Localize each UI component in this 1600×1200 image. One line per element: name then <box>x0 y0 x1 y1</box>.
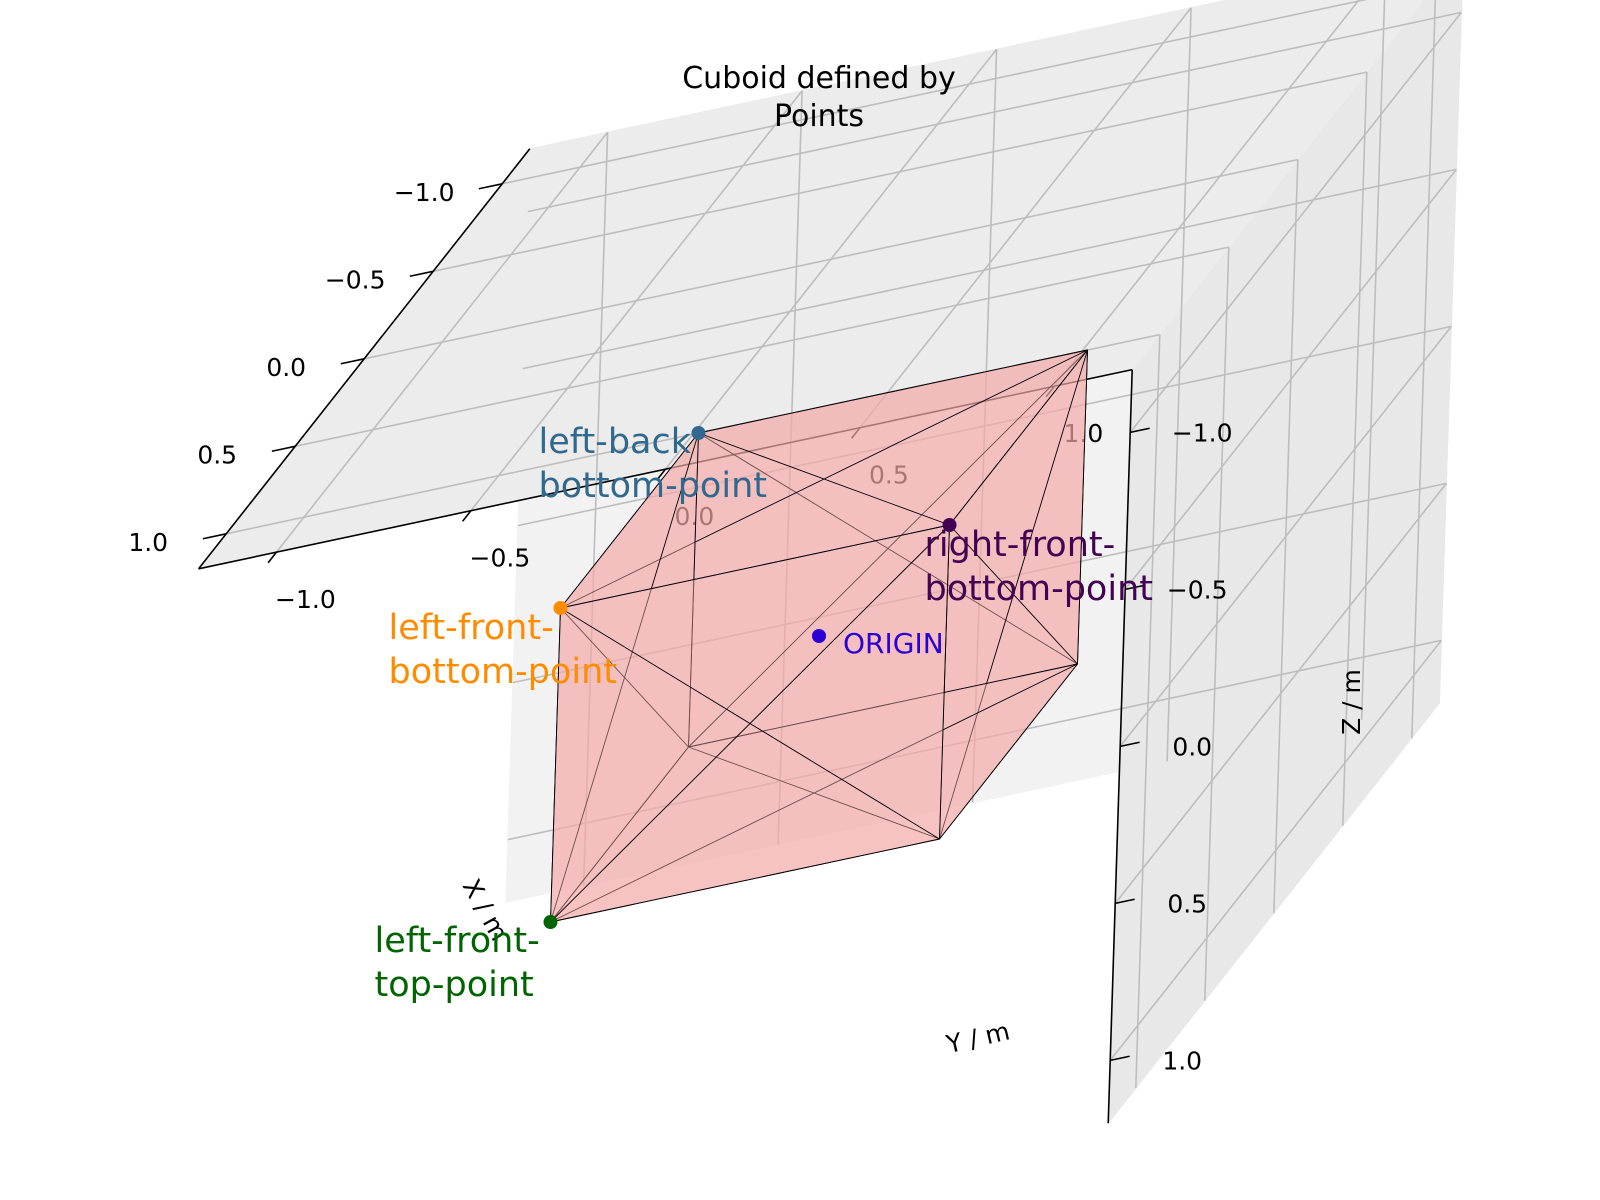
left-front-top-point-marker <box>543 915 558 929</box>
z-tick <box>1120 741 1140 748</box>
z-tick-label: 1.0 <box>1162 1046 1202 1075</box>
x-tick <box>409 270 434 278</box>
cuboid-diagonal <box>949 524 1078 665</box>
grid-line <box>1204 247 1230 1001</box>
y-axis-label: Y / m <box>943 1016 1013 1059</box>
z-tick-label: 0.5 <box>1167 889 1207 918</box>
x-tick-label: 0.0 <box>266 353 306 382</box>
cuboid-diagonal <box>688 349 1088 748</box>
grid-line <box>1109 639 1443 1061</box>
left-front-bottom-point-label-line: left-front- <box>389 608 554 648</box>
y-tick-label: −0.5 <box>470 544 531 573</box>
y-tick <box>461 510 472 522</box>
grid-line <box>664 48 998 470</box>
z-tick <box>1110 1055 1130 1062</box>
left-back-bottom-point-label-line: left-back <box>539 422 692 462</box>
grid-lines <box>226 0 1463 1089</box>
left-front-top-point-label-line: left-front- <box>375 921 540 961</box>
x-tick-label: 1.0 <box>128 528 168 557</box>
grid-line <box>295 246 1229 448</box>
cuboid-diagonal <box>560 607 689 748</box>
grid-line <box>1360 0 1386 720</box>
cuboid-diagonal <box>550 524 950 923</box>
grid-line <box>512 482 1447 684</box>
x-tick <box>340 358 365 365</box>
z-tick-label: 0.0 <box>1172 732 1212 761</box>
grid-line <box>1119 325 1453 747</box>
ORIGIN-label: ORIGIN <box>843 627 944 660</box>
left-front-bottom-point-marker <box>553 601 568 615</box>
x-tick <box>478 183 503 190</box>
y-tick <box>267 551 278 564</box>
left-back-bottom-point-label: left-back bottom-point <box>539 422 767 506</box>
z-tick-label: −1.0 <box>1172 418 1233 447</box>
y-tick-label: 1.0 <box>1064 419 1104 448</box>
z-tick <box>1130 427 1150 434</box>
grid-line <box>507 639 1442 841</box>
x-tick-label: −0.5 <box>325 265 386 294</box>
ORIGIN-marker <box>812 629 826 643</box>
z-tick-label: −0.5 <box>1167 575 1228 604</box>
z-tick <box>1115 898 1135 905</box>
y-tick <box>850 427 861 439</box>
grid-line <box>517 325 1452 527</box>
x-tick-label: −1.0 <box>394 178 455 207</box>
z-tick <box>1125 584 1145 591</box>
grid-line <box>1166 7 1192 762</box>
y-tick <box>1045 385 1056 398</box>
x-tick <box>202 533 227 540</box>
ORIGIN-label-line: ORIGIN <box>843 627 944 660</box>
y-tick-label: −1.0 <box>275 585 336 614</box>
y-tick-label: 0.0 <box>675 502 715 531</box>
chart-title-line-1: Cuboid defined by <box>682 61 956 96</box>
y-tick <box>656 468 667 481</box>
left-front-bottom-point-label: left-front-bottom-point <box>389 608 617 692</box>
y-tick-label: 0.5 <box>869 461 909 490</box>
left-front-top-point-label: left-front-top-point <box>375 921 540 1005</box>
z-axis-label: Z / m <box>1337 669 1366 735</box>
left-front-top-point-label-line: top-point <box>375 965 534 1005</box>
cuboid-diagonal <box>560 349 1088 609</box>
cuboid <box>550 349 1088 923</box>
left-front-bottom-point-label-line: bottom-point <box>389 652 617 692</box>
text-labels: Cuboid defined by Points X / m Y / m Z /… <box>375 61 1367 1059</box>
right-front-bottom-point-label-line: bottom-point <box>925 569 1153 609</box>
point-markers <box>543 426 957 929</box>
left-back-bottom-point-label-line: bottom-point <box>539 466 767 506</box>
chart-title-line-2: Points <box>774 99 864 134</box>
right-front-bottom-point-marker <box>942 518 957 532</box>
grid-line <box>859 7 1192 429</box>
x-tick-label: 0.5 <box>197 440 237 469</box>
grid-line <box>1053 0 1360 387</box>
right-front-bottom-point-label: right-front-bottom-point <box>925 525 1153 609</box>
x-tick <box>271 445 296 453</box>
cuboid-diagonal <box>550 663 1078 923</box>
left-back-bottom-point-marker <box>691 426 706 440</box>
right-front-bottom-point-label-line: right-front- <box>925 525 1116 565</box>
tick-marks: −1.0 −1.0 −1.0 −0.5 −0.5 −0.5 0.0 0.0 0.0 0.5 0.5 0… <box>128 178 1232 1076</box>
grid-line <box>1114 482 1448 904</box>
grid-line <box>1135 334 1161 1089</box>
